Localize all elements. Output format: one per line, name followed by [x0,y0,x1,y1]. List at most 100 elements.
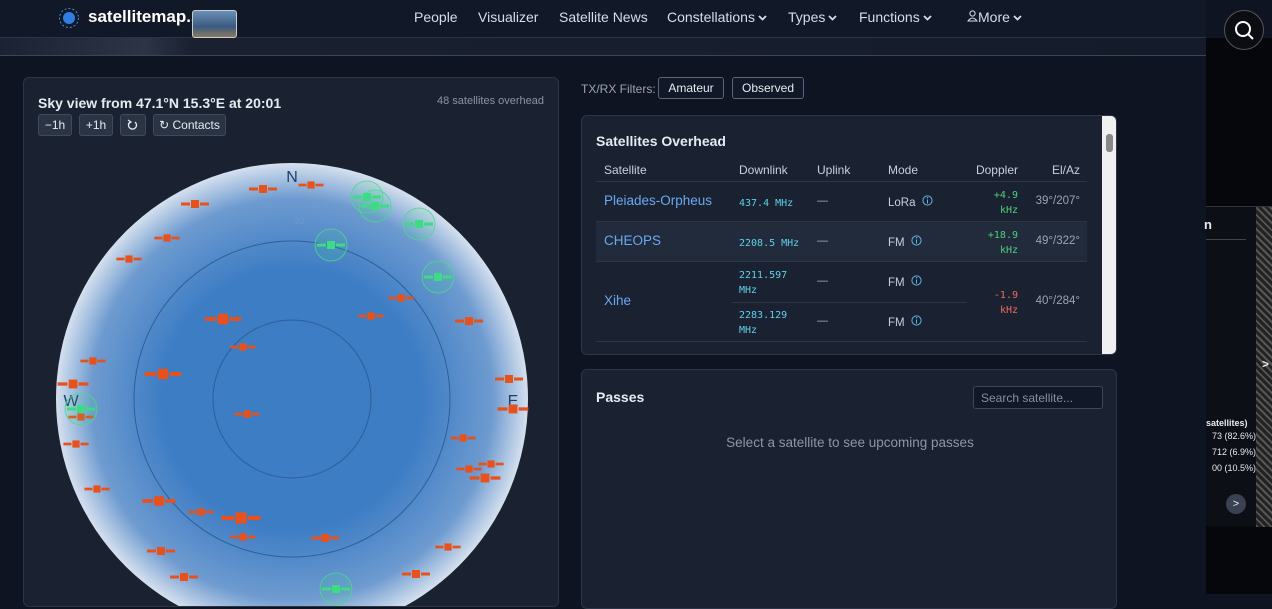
contacts-label: Contacts [172,118,220,132]
navbar: satellitemap.s People Visualizer Satellite… [0,0,1206,38]
info-icon[interactable] [921,195,933,209]
link-divider [732,302,967,303]
satellite-icon[interactable] [116,255,142,263]
downlink: 2208.5 MHz [739,237,800,249]
satellite-name[interactable]: Pleiades-Orpheus [604,193,713,208]
side-stat: 73 (82.6%) [1211,431,1256,441]
satellite-icon[interactable] [311,534,339,542]
satellite-icon[interactable] [435,543,461,551]
nav-link[interactable]: More [966,9,1022,25]
overhead-panel: Satellites Overhead Satellite Downlink Upl… [581,115,1117,355]
side-heading: n [1204,217,1212,232]
caret [923,9,932,25]
filter-amateur[interactable]: Amateur [658,77,724,99]
info-icon[interactable] [911,315,922,329]
mode: FM [888,235,922,249]
sky-plot: N E W 20° [56,163,529,606]
info-icon[interactable] [911,235,922,249]
satellite-icon[interactable] [63,440,89,448]
scroll-thumb[interactable] [1106,134,1113,152]
reset-button[interactable] [120,114,146,136]
sky-panel: Sky view from 47.1°N 15.3°E at 20:01 48 … [23,77,559,607]
satellite-icon[interactable] [80,357,106,365]
satellite-icon[interactable] [230,343,256,351]
side-next[interactable]: > [1226,494,1246,514]
el-az: 39°/207° [1035,195,1080,207]
plus-hour[interactable]: +1h [79,114,113,136]
satellite-icon[interactable] [147,547,175,555]
satellite-icon[interactable] [358,189,392,223]
satellite-icon[interactable] [188,508,214,516]
side-subtitle: satellites) [1206,418,1248,428]
satellite-icon[interactable] [181,200,209,208]
satellite-icon[interactable] [478,460,504,468]
side-arrow[interactable]: > [1262,357,1270,371]
satellite-icon[interactable] [230,533,256,541]
satellite-icon[interactable] [144,368,182,380]
search-button[interactable] [1224,10,1264,50]
caret [758,9,767,25]
search-input[interactable]: Search satellite... [973,386,1103,409]
satellite-icon[interactable] [455,317,483,325]
nav-link[interactable]: Functions [859,9,932,25]
uplink: — [817,315,828,327]
logo-thumbnail [192,10,237,38]
elevation-ring [133,240,451,558]
info-icon[interactable] [911,275,922,289]
satellite-icon[interactable] [221,512,261,524]
satellite-icon[interactable] [57,379,89,389]
satellite-icon[interactable] [421,260,455,294]
passes-title: Passes [596,389,645,405]
reset-icon [127,119,138,130]
satellite-name[interactable]: Xihe [604,293,632,308]
satellite-icon[interactable] [388,294,414,302]
satellite-icon[interactable] [450,434,476,442]
nav-link[interactable]: Types [788,9,837,25]
nav-link-text: Functions [859,9,920,25]
nav-link[interactable]: People [414,9,458,25]
satellite-name[interactable]: CHEOPS [604,233,662,248]
satellite-icon[interactable] [170,573,198,581]
satellite-icon[interactable] [298,181,324,189]
contacts-button[interactable]: ↻ Contacts [153,114,226,136]
satellite-icon[interactable] [402,570,430,578]
satellite-icon[interactable] [204,313,242,325]
satellite-icon[interactable] [142,496,176,506]
satellite-icon[interactable] [358,312,384,320]
logo-text[interactable]: satellitemap.s [88,7,201,26]
satellite-icon[interactable] [456,465,482,473]
column-header: Doppler [975,163,1018,177]
satellite-icon[interactable] [469,473,501,483]
uplink: — [817,275,828,287]
satellite-icon[interactable] [314,228,348,262]
column-header: Uplink [817,163,851,177]
satellite-icon[interactable] [68,413,94,421]
nav-link-text: Satellite News [559,9,648,25]
satellite-icon[interactable] [84,485,110,493]
satellite-icon[interactable] [497,404,529,414]
banner-strip [0,38,1206,56]
doppler: -1.9 kHz [993,290,1018,316]
mode-text: FM [888,277,905,289]
doppler: +4.9 kHz [993,190,1018,216]
ring-label: 20° [294,216,308,226]
compass-w: W [63,393,79,410]
minus-hour[interactable]: −1h [38,114,72,136]
nav-link-text: Constellations [667,9,755,25]
satellite-icon[interactable] [64,392,98,426]
scrollbar[interactable] [1102,116,1116,354]
nav-link[interactable]: Visualizer [478,9,538,25]
satellite-icon[interactable] [495,375,523,383]
satellite-icon[interactable] [234,410,260,418]
satellite-icon[interactable] [154,234,180,242]
overhead-title: Satellites Overhead [596,133,726,149]
nav-link[interactable]: Satellite News [559,9,648,25]
satellite-icon[interactable] [249,185,277,193]
satellite-icon[interactable] [402,207,436,241]
filter-observed[interactable]: Observed [732,77,804,99]
nav-link[interactable]: Constellations [667,9,767,25]
downlink: 2283.129 MHz [739,310,788,336]
satellite-icon[interactable] [319,572,353,606]
user-icon [966,9,979,25]
